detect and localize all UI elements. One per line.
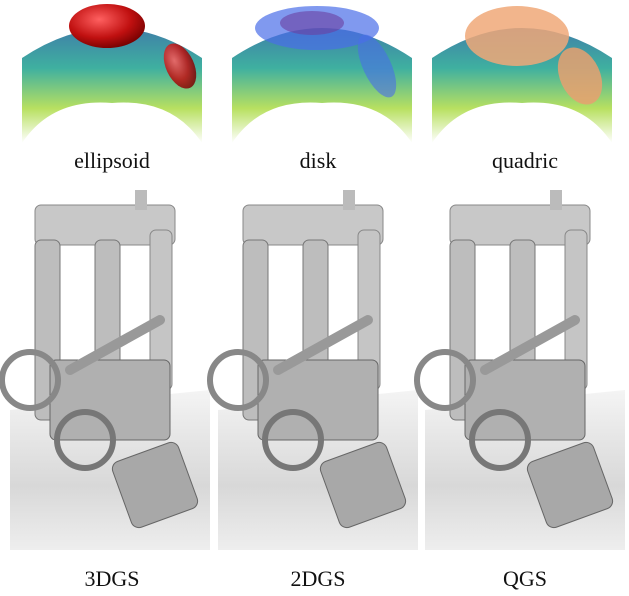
method-label: 3DGS [84,566,139,591]
method-label: QGS [503,566,547,591]
disk-image [232,6,412,143]
ellipsoid-image [22,4,203,143]
2dgs-image [210,190,418,550]
method-label: 2DGS [290,566,345,591]
3dgs-image [2,190,210,550]
primitive-label: quadric [492,148,558,173]
figure: ellipsoid disk quadric 3DGS 2DGS QGS [0,0,629,596]
qgs-image [417,190,625,550]
quadric-image [432,6,612,143]
page: ellipsoid disk quadric 3DGS 2DGS QGS (()… [0,0,629,596]
primitive-label: ellipsoid [74,148,150,173]
primitive-label: disk [300,148,337,173]
